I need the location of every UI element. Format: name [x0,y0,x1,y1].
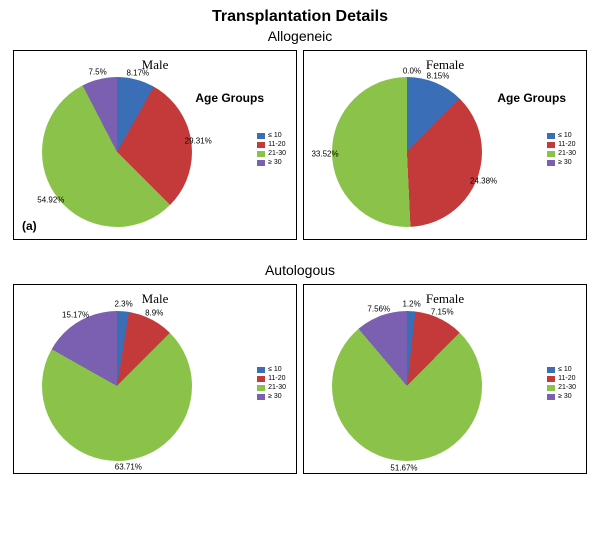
section-autologous-title: Autologous [8,262,592,278]
legend-item: ≤ 10 [547,131,576,140]
legend-item: ≤ 10 [257,365,286,374]
slice-label: 8.17% [126,68,149,77]
legend-item: 21-30 [257,149,286,158]
legend-label: ≥ 30 [268,392,282,401]
slice-label: 33.52% [311,149,338,158]
legend-swatch [547,133,555,139]
legend-item: 21-30 [547,383,576,392]
legend-swatch [257,133,265,139]
legend-swatch [547,142,555,148]
slice-label: 8.9% [145,308,163,317]
legend-swatch [547,385,555,391]
pie-chart [42,77,192,227]
legend-item: 11-20 [547,140,576,149]
age-groups-label: Age Groups [195,91,264,105]
legend-label: 11-20 [268,374,285,383]
panel-allo-male: Male 8.17%29.31%54.92%7.5% Age Groups ≤ … [13,50,297,240]
age-groups-label: Age Groups [497,91,566,105]
panel-title: Male [14,291,296,307]
legend-item: ≥ 30 [547,392,576,401]
row-autologous: Male 2.3%8.9%63.71%15.17% ≤ 1011-2021-30… [8,284,592,474]
legend-label: ≥ 30 [268,158,282,167]
legend-label: 21-30 [558,149,576,158]
legend-label: 11-20 [558,374,575,383]
legend-swatch [257,160,265,166]
panel-tag-a: (a) [22,219,37,233]
pie-chart [42,311,192,461]
slice-label: 8.15% [427,72,450,81]
panel-auto-female: Female 1.2%7.15%51.67%7.56% ≤ 1011-2021-… [303,284,587,474]
legend-label: ≤ 10 [558,131,572,140]
legend: ≤ 1011-2021-30≥ 30 [257,365,286,401]
pie-auto-male: 2.3%8.9%63.71%15.17% [42,311,192,461]
legend-swatch [257,385,265,391]
pie-allo-female: 8.15%24.38%33.52%0.0% [332,77,482,227]
slice-label: 2.3% [114,300,132,309]
slice-label: 1.2% [402,300,420,309]
panel-title: Female [304,57,586,73]
section-allogeneic-title: Allogeneic [8,28,592,44]
legend-item: ≥ 30 [257,158,286,167]
legend-label: ≥ 30 [558,158,572,167]
legend-swatch [257,151,265,157]
panel-title: Female [304,291,586,307]
legend-label: ≤ 10 [558,365,572,374]
slice-label: 7.5% [88,68,106,77]
legend-swatch [257,394,265,400]
legend-swatch [547,160,555,166]
legend-swatch [547,394,555,400]
legend-label: ≤ 10 [268,365,282,374]
slice-label: 15.17% [62,311,89,320]
pie-chart [332,311,482,461]
legend-item: ≤ 10 [547,365,576,374]
legend-item: ≥ 30 [547,158,576,167]
slice-label: 63.71% [115,463,142,472]
row-allogeneic: Male 8.17%29.31%54.92%7.5% Age Groups ≤ … [8,50,592,240]
panel-title: Male [14,57,296,73]
legend-label: 21-30 [558,383,576,392]
legend-item: 11-20 [257,374,286,383]
legend-item: 11-20 [547,374,576,383]
panel-allo-female: Female 8.15%24.38%33.52%0.0% Age Groups … [303,50,587,240]
legend-swatch [257,376,265,382]
legend: ≤ 1011-2021-30≥ 30 [257,131,286,167]
slice-label: 0.0% [403,67,421,76]
legend-item: ≥ 30 [257,392,286,401]
legend-swatch [547,376,555,382]
legend: ≤ 1011-2021-30≥ 30 [547,131,576,167]
slice-label: 29.31% [185,136,212,145]
legend-label: ≤ 10 [268,131,282,140]
main-title: Transplantation Details [8,8,592,26]
legend-label: 11-20 [268,140,285,149]
legend-swatch [257,142,265,148]
slice-label: 7.56% [367,305,390,314]
panel-auto-male: Male 2.3%8.9%63.71%15.17% ≤ 1011-2021-30… [13,284,297,474]
slice-label: 24.38% [470,177,497,186]
legend-swatch [547,367,555,373]
legend-swatch [547,151,555,157]
slice-label: 51.67% [390,463,417,472]
slice-label: 54.92% [37,196,64,205]
legend-item: 21-30 [257,383,286,392]
legend-label: 21-30 [268,149,286,158]
legend-item: 21-30 [547,149,576,158]
legend-label: ≥ 30 [558,392,572,401]
legend: ≤ 1011-2021-30≥ 30 [547,365,576,401]
pie-chart [332,77,482,227]
pie-allo-male: 8.17%29.31%54.92%7.5% [42,77,192,227]
slice-label: 7.15% [431,307,454,316]
legend-swatch [257,367,265,373]
legend-label: 11-20 [558,140,575,149]
legend-item: 11-20 [257,140,286,149]
legend-item: ≤ 10 [257,131,286,140]
legend-label: 21-30 [268,383,286,392]
pie-auto-female: 1.2%7.15%51.67%7.56% [332,311,482,461]
